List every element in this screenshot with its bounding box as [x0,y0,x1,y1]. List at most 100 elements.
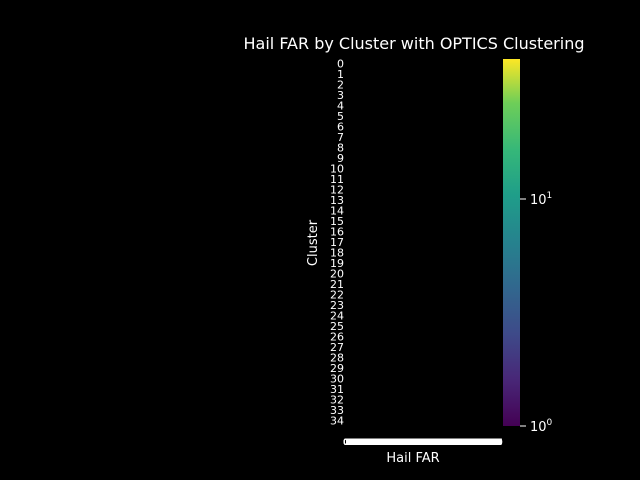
x-tick-label: 65.9 [406,438,426,448]
x-tick-label: 129.1 [466,438,492,448]
x-tick-label: 136.3 [473,438,499,448]
x-tick-label: 11.8 [352,438,372,448]
x-tick-label: 44.0 [384,438,404,448]
x-tick-label: 38.0 [378,438,398,448]
x-tick-label: 136.8 [474,438,500,448]
x-tick-label: 41.4 [381,438,401,448]
x-tick-label: 73.2 [413,438,433,448]
x-tick-label: 40.6 [380,438,400,448]
x-tick-label: 9.6 [352,438,367,448]
x-tick-label: 11.5 [351,438,371,448]
x-tick-label: 90.7 [431,438,451,448]
x-tick-label: 121.9 [459,438,485,448]
x-tick-label: 74.1 [414,438,434,448]
x-tick-label: 100.6 [438,438,464,448]
x-tick-label: 98.3 [438,438,458,448]
x-tick-label: 31.5 [371,438,391,448]
x-tick-label: 46.0 [386,438,406,448]
x-tick-label: 122.9 [460,438,486,448]
x-tick-label: 86.8 [427,438,447,448]
x-tick-label: 36.9 [377,438,397,448]
x-tick-label: 13.6 [353,438,373,448]
x-tick-label: 97.8 [438,438,458,448]
x-tick-label: 18.3 [358,438,378,448]
x-tick-label: 35.4 [375,438,395,448]
x-tick-label: 110.0 [447,438,473,448]
x-tick-label: 77.2 [417,438,437,448]
x-tick-label: 76.9 [417,438,437,448]
x-tick-label: 21.8 [362,438,382,448]
x-tick-label: 5.1 [348,438,362,448]
x-tick-label: 114.8 [452,438,478,448]
x-tick-label: 104.5 [442,438,468,448]
x-tick-label: 76.2 [416,438,436,448]
x-tick-label: 24.9 [365,438,385,448]
x-tick-label: 80.5 [420,438,440,448]
x-tick-label: 4.3 [347,438,361,448]
x-tick-label: 66.2 [406,438,426,448]
x-tick-label: 122.8 [460,438,486,448]
x-tick-label: 49.8 [390,438,410,448]
x-tick-label: 83.8 [424,438,444,448]
x-tick-label: 128.2 [465,438,491,448]
x-tick-label: 17.7 [357,438,377,448]
x-tick-label: 23.1 [363,438,383,448]
x-tick-label: 130.7 [468,438,494,448]
x-tick-label: 63.2 [403,438,423,448]
x-tick-label: 87.8 [428,438,448,448]
x-tick-label: 68.9 [409,438,429,448]
x-tick-label: 73.0 [413,438,433,448]
x-tick-label: 51.0 [391,438,411,448]
x-tick-label: 52.4 [392,438,412,448]
x-tick-label: 90.9 [431,438,451,448]
x-tick-label: 14.6 [354,438,374,448]
x-tick-label: 71.7 [412,438,432,448]
x-tick-label: 119.0 [456,438,482,448]
x-tick-label: 89.8 [430,438,450,448]
x-tick-label: 26.4 [366,438,386,448]
x-tick-label: 133.0 [470,438,496,448]
x-tick-label: 48.0 [388,438,408,448]
x-tick-label: 115.4 [452,438,478,448]
x-tick-label: 19.3 [359,438,379,448]
y-tick-label: 4 [337,99,344,112]
x-tick-label: 103.7 [441,438,467,448]
x-tick-label: 66.1 [406,438,426,448]
x-tick-label: 26.2 [366,438,386,448]
x-tick-label: 86.6 [426,438,446,448]
x-tick-label: 41.0 [381,438,401,448]
x-tick-label: 111.8 [449,438,475,448]
x-tick-label: 139.1 [476,438,502,448]
x-tick-label: 16.4 [356,438,376,448]
x-tick-label: 48.5 [388,438,408,448]
x-tick-label: 0.9 [343,438,358,448]
x-tick-label: 50.8 [391,438,411,448]
x-tick-label: 127.2 [464,438,490,448]
x-tick-label: 50.2 [390,438,410,448]
x-tick-label: 24.1 [364,438,384,448]
x-tick-label: 34.6 [374,438,394,448]
x-tick-label: 96.1 [436,438,456,448]
x-tick-label: 99.4 [439,438,459,448]
x-tick-label: 113.9 [451,438,477,448]
x-tick-label: 55.8 [396,438,416,448]
x-tick-label: 104.6 [442,438,468,448]
x-tick-label: 7.1 [350,438,364,448]
x-tick-label: 20.9 [361,438,381,448]
x-tick-label: 102.7 [440,438,466,448]
x-tick-label: 70.9 [411,438,431,448]
x-tick-label: 94.9 [435,438,455,448]
x-tick-label: 135.6 [473,438,499,448]
x-tick-label: 62.4 [402,438,422,448]
x-tick-label: 46.9 [387,438,407,448]
x-tick-label: 36.3 [376,438,396,448]
x-tick-label: 70.3 [410,438,430,448]
x-tick-label: 25.5 [365,438,385,448]
x-tick-label: 45.4 [385,438,405,448]
x-tick-label: 5.6 [348,438,363,448]
y-tick-label: 22 [330,288,344,301]
x-tick-label: 94.8 [435,438,455,448]
x-tick-label: 115.2 [452,438,478,448]
x-tick-label: 113.4 [450,438,476,448]
x-tick-label: 12.0 [352,438,372,448]
